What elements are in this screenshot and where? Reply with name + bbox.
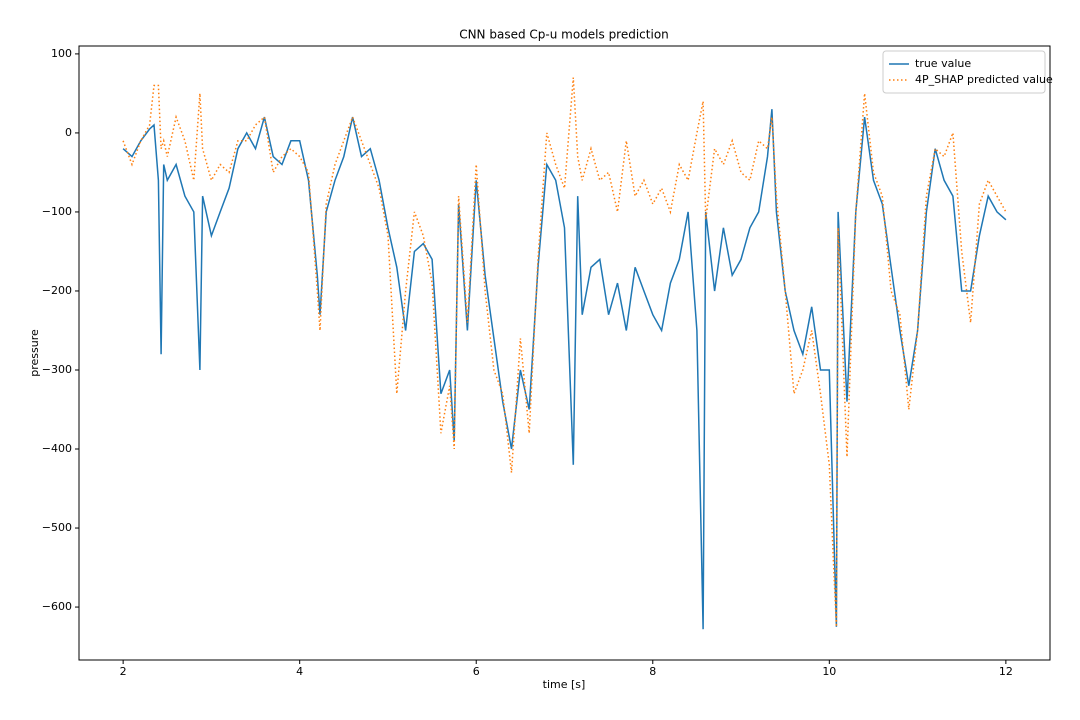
- y-tick-label: −500: [42, 521, 72, 534]
- y-tick-label: −200: [42, 284, 72, 297]
- plot-frame: [78, 45, 1051, 661]
- x-tick-label: 4: [296, 665, 303, 678]
- x-tick-label: 2: [120, 665, 127, 678]
- data-line: [122, 77, 1007, 627]
- x-tick-label: 12: [999, 665, 1013, 678]
- legend-label: 4P_SHAP predicted value: [915, 73, 1053, 86]
- x-tick-label: 6: [473, 665, 480, 678]
- chart-title: CNN based Cp-u models prediction: [459, 28, 669, 42]
- x-axis-label: time [s]: [543, 678, 586, 691]
- y-tick-label: −300: [42, 363, 72, 376]
- x-tick-label: 10: [822, 665, 836, 678]
- legend-label: true value: [915, 57, 971, 70]
- y-tick-label: −400: [42, 442, 72, 455]
- y-tick-label: 100: [51, 47, 72, 60]
- legend-box: [882, 50, 1046, 94]
- x-tick-label: 8: [649, 665, 656, 678]
- y-tick-label: −100: [42, 205, 72, 218]
- y-tick-label: −600: [42, 600, 72, 613]
- data-line: [122, 109, 1007, 630]
- y-axis-label: pressure: [28, 329, 41, 377]
- y-tick-label: 0: [65, 126, 72, 139]
